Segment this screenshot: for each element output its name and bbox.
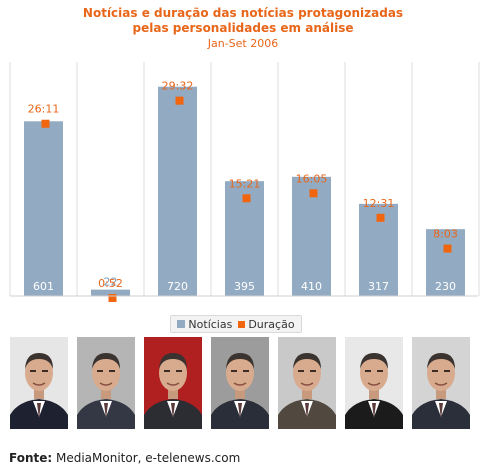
bar-value-label: 410 [301, 280, 322, 293]
person-photo-7 [412, 337, 470, 429]
portrait-icon [412, 337, 470, 429]
bar-chart: 601 26:11 220:52 720 29:32 395 15:21 410 16:05 31… [9, 62, 480, 303]
bar-noticias [426, 229, 465, 296]
duration-label: 12:31 [363, 197, 395, 210]
portrait-icon [278, 337, 336, 429]
person-photo-6 [345, 337, 403, 429]
chart-title: Notícias e duração das notícias protagon… [0, 6, 486, 36]
legend-marker-swatch [238, 320, 246, 328]
portrait-icon [77, 337, 135, 429]
source-text: MediaMonitor, e-telenews.com [52, 451, 241, 465]
bar-noticias [91, 289, 130, 296]
personality-photos [10, 337, 480, 430]
bar-noticias [158, 86, 197, 296]
duration-label: 15:21 [229, 177, 261, 190]
legend-label-duracao: Duração [248, 317, 295, 331]
legend-bar-swatch [177, 320, 186, 328]
bar-value-label: 601 [33, 280, 54, 293]
bar-value-label: 317 [368, 280, 389, 293]
duration-marker [309, 189, 318, 198]
person-photo-4 [211, 337, 269, 429]
person-photo-3 [144, 337, 202, 429]
person-photo-5 [278, 337, 336, 429]
duration-label: 26:11 [28, 103, 60, 116]
duration-label: 16:05 [296, 172, 328, 185]
duration-marker [376, 213, 385, 222]
bar-value-label: 230 [435, 280, 456, 293]
bar-value-label: 22 [104, 276, 118, 289]
chart-subtitle: Jan-Set 2006 [207, 37, 279, 50]
title-line-2: pelas personalidades em análise [132, 21, 354, 35]
portrait-icon [345, 337, 403, 429]
duration-label: 29:32 [162, 80, 194, 93]
duration-marker [108, 294, 117, 303]
person-photo-2 [77, 337, 135, 429]
duration-label: 8:03 [433, 228, 458, 241]
bar-noticias [24, 121, 63, 296]
duration-marker [175, 96, 184, 105]
source-footer: Fonte: MediaMonitor, e-telenews.com [9, 451, 240, 465]
portrait-icon [211, 337, 269, 429]
legend-item-noticias: Notícias [177, 318, 232, 331]
legend-item-duracao: Duração [238, 317, 295, 331]
portrait-icon [10, 337, 68, 429]
legend-label-noticias: Notícias [188, 317, 233, 331]
duration-marker [242, 194, 251, 203]
duration-marker [443, 244, 452, 253]
duration-label: 0:52 [98, 277, 123, 290]
title-line-1: Notícias e duração das notícias protagon… [82, 6, 404, 20]
source-label: Fonte: [9, 451, 53, 465]
chart-legend: Notícias Duração [170, 315, 302, 333]
person-photo-1 [10, 337, 68, 429]
portrait-icon [144, 337, 202, 429]
duration-marker [41, 119, 50, 128]
bar-value-label: 395 [234, 280, 255, 293]
bar-value-label: 720 [167, 280, 188, 293]
